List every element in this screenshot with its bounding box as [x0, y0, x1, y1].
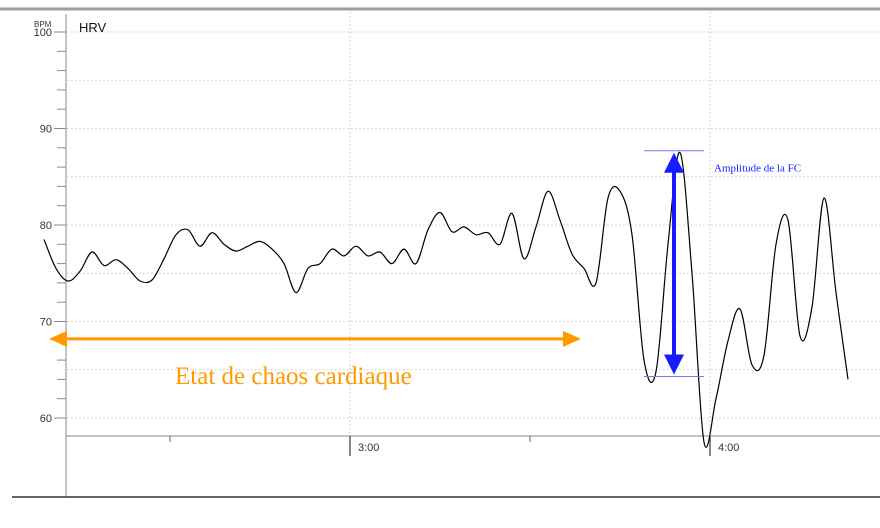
x-tick-label: 3:00	[358, 442, 379, 454]
amplitude-label: Amplitude de la FC	[714, 163, 801, 175]
amplitude-arrow-head-down	[664, 354, 684, 375]
chaos-label: Etat de chaos cardiaque	[175, 363, 412, 390]
grid-lines	[67, 12, 880, 436]
annotations-group: Amplitude de la FC Etat de chaos cardiaqu…	[49, 150, 801, 390]
y-tick-label: 60	[40, 413, 52, 425]
y-axis-unit-label: BPM	[34, 20, 52, 29]
chaos-arrow-head-left	[49, 330, 67, 347]
chart-title: HRV	[79, 20, 107, 35]
x-tick-label: 4:00	[718, 442, 739, 454]
hrv-series-line	[43, 151, 849, 448]
amplitude-arrow-head-up	[664, 152, 684, 173]
y-tick-label: 90	[40, 124, 52, 136]
y-tick-label: 80	[40, 220, 52, 232]
series-group	[43, 151, 849, 448]
chaos-arrow-head-right	[563, 330, 581, 347]
x-axis-ticks: 3:00 4:00	[169, 436, 739, 456]
y-tick-label: 70	[40, 317, 52, 329]
y-tick-label: 100	[34, 27, 52, 39]
